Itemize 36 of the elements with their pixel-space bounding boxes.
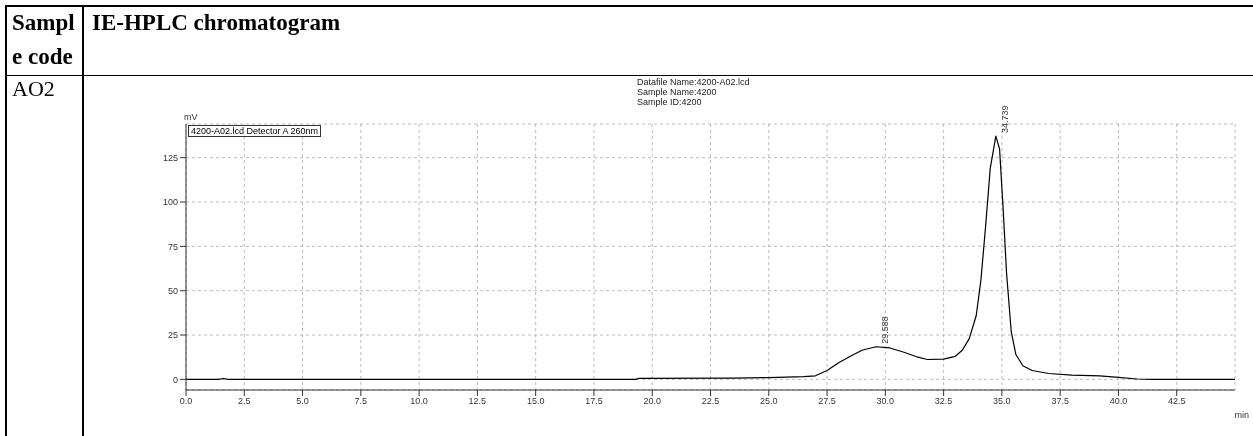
x-tick-label: 0.0 <box>179 396 193 407</box>
x-tick-label: 22.5 <box>701 396 720 407</box>
x-tick-label: 37.5 <box>1051 396 1069 407</box>
annotation: 29.588 <box>879 316 890 344</box>
text: Sample Name:4200 <box>637 87 718 97</box>
y-tick-label: 75 <box>167 241 178 252</box>
x-tick-label: 7.5 <box>354 396 368 407</box>
text: Sample code <box>12 9 76 71</box>
y-tick-label: 50 <box>167 285 178 296</box>
x-tick-label: 10.0 <box>410 396 428 407</box>
x-tick-label: 27.5 <box>818 396 836 407</box>
x-tick-label: 25.0 <box>760 396 778 407</box>
x-tick-label: 42.5 <box>1167 396 1186 407</box>
x-tick-label: 20.0 <box>643 396 661 407</box>
x-tick-label: 30.0 <box>876 396 895 407</box>
annotation: 34.739 <box>999 105 1010 134</box>
x-tick-label: 40.0 <box>1109 396 1128 407</box>
line-series <box>186 135 1235 380</box>
x-tick-label: 12.5 <box>468 396 487 407</box>
x-tick-label: 17.5 <box>585 396 603 407</box>
chart-title: IE-HPLC chromatogram <box>92 9 341 37</box>
x-tick-label: 5.0 <box>296 396 309 407</box>
x-tick-label: 2.5 <box>238 396 251 407</box>
text: Datafile Name:4200-A02.lcd <box>637 77 750 87</box>
x-axis-title: min <box>1234 410 1249 420</box>
text: 4200-A02.lcd Detector A 260nm <box>191 126 319 136</box>
y-axis-title: mV <box>184 112 198 122</box>
x-tick-label: 15.0 <box>526 396 545 407</box>
y-tick-label: 25 <box>167 330 178 341</box>
text: AO2 <box>12 76 55 102</box>
x-tick-label: 32.5 <box>934 396 953 407</box>
y-tick-label: 100 <box>162 197 178 208</box>
x-tick-label: 35.0 <box>993 396 1011 407</box>
y-tick-label: 0 <box>172 374 178 385</box>
text: Sample ID:4200 <box>637 97 703 107</box>
y-tick-label: 125 <box>162 152 178 163</box>
